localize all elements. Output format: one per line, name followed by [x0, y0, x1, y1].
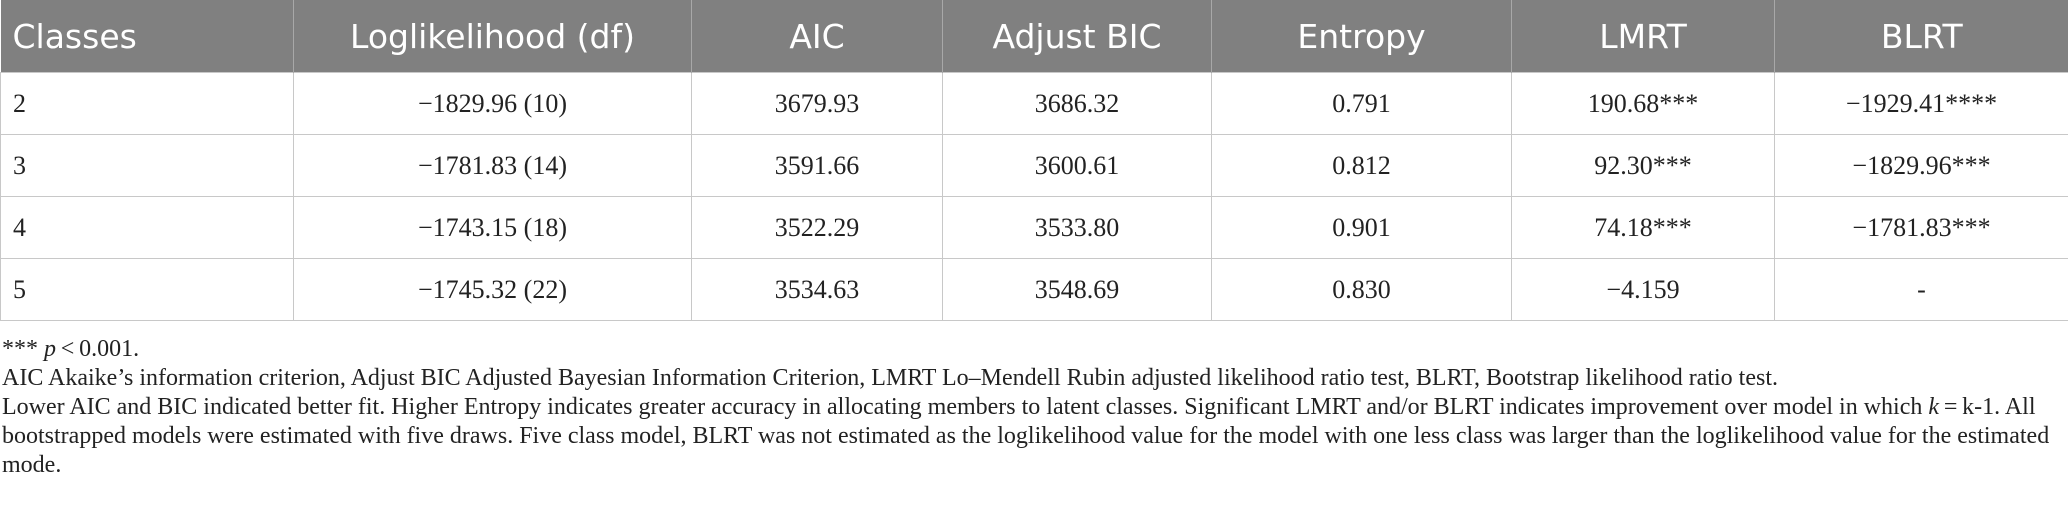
- table-cell: 0.830: [1211, 258, 1512, 321]
- table-cell: 3: [0, 134, 294, 197]
- table-cell: −1781.83 (14): [293, 134, 692, 197]
- footnote: AIC Akaike’s information criterion, Adju…: [2, 364, 2052, 393]
- table-cell: 0.791: [1211, 72, 1512, 135]
- table-body: 2 −1829.96 (10) 3679.93 3686.32 0.791 190.68*…: [0, 72, 2068, 321]
- footnote-text: < 0.001.: [56, 336, 140, 362]
- italic-symbol: p: [44, 336, 56, 362]
- table-cell: 3533.80: [942, 196, 1212, 259]
- column-header: AIC: [691, 0, 943, 73]
- footnote: Lower AIC and BIC indicated better fit. …: [2, 393, 2052, 480]
- footnote-text: ***: [2, 336, 44, 362]
- table-row: 5 −1745.32 (22) 3534.63 3548.69 0.830 −4.159-: [0, 258, 2068, 321]
- table-cell: 3591.66: [691, 134, 943, 197]
- table-cell: −1745.32 (22): [293, 258, 692, 321]
- table-cell: 74.18***: [1511, 196, 1775, 259]
- table-cell: −4.159: [1511, 258, 1775, 321]
- column-header: LMRT: [1511, 0, 1775, 73]
- table-cell: 2: [0, 72, 294, 135]
- table-cell: 190.68***: [1511, 72, 1775, 135]
- table-cell: 3686.32: [942, 72, 1212, 135]
- column-header: BLRT: [1774, 0, 2068, 73]
- table-cell: 0.812: [1211, 134, 1512, 197]
- table-cell: -: [1774, 258, 2068, 321]
- footnote-text: AIC Akaike’s information criterion, Adju…: [2, 365, 1778, 391]
- footnote-text: Lower AIC and BIC indicated better fit. …: [2, 394, 1929, 420]
- table-cell: 4: [0, 196, 294, 259]
- footnote: *** p < 0.001.: [2, 335, 2052, 364]
- table-cell: 3522.29: [691, 196, 943, 259]
- table-cell: 3679.93: [691, 72, 943, 135]
- table-cell: −1743.15 (18): [293, 196, 692, 259]
- table-row: 3 −1781.83 (14) 3591.66 3600.61 0.812 92.30**…: [0, 134, 2068, 197]
- table-cell: −1829.96***: [1774, 134, 2068, 197]
- column-header: Entropy: [1211, 0, 1512, 73]
- table-cell: 3534.63: [691, 258, 943, 321]
- column-header: Classes: [0, 0, 294, 73]
- header-row: Classes Loglikelihood (df) AIC Adjust BIC En…: [0, 0, 2068, 73]
- footnotes: *** p < 0.001. AIC Akaike’s information c…: [0, 321, 2054, 480]
- italic-symbol: k: [1928, 394, 1940, 420]
- footnote-text: = k-1. All bootstrapped models were esti…: [2, 394, 2050, 478]
- table-row: 4 −1743.15 (18) 3522.29 3533.80 0.901 74.18**…: [0, 196, 2068, 259]
- table-cell: 3600.61: [942, 134, 1212, 197]
- table-cell: −1829.96 (10): [293, 72, 692, 135]
- table-cell: 3548.69: [942, 258, 1212, 321]
- table-cell: −1781.83***: [1774, 196, 2068, 259]
- table-cell: 0.901: [1211, 196, 1512, 259]
- table-cell: 5: [0, 258, 294, 321]
- table-cell: 92.30***: [1511, 134, 1775, 197]
- column-header: Adjust BIC: [942, 0, 1212, 73]
- table-row: 2 −1829.96 (10) 3679.93 3686.32 0.791 190.68*…: [0, 72, 2068, 135]
- column-header: Loglikelihood (df): [293, 0, 692, 73]
- table-cell: −1929.41****: [1774, 72, 2068, 135]
- fit-table: Classes Loglikelihood (df) AIC Adjust BIC En…: [0, 0, 2068, 321]
